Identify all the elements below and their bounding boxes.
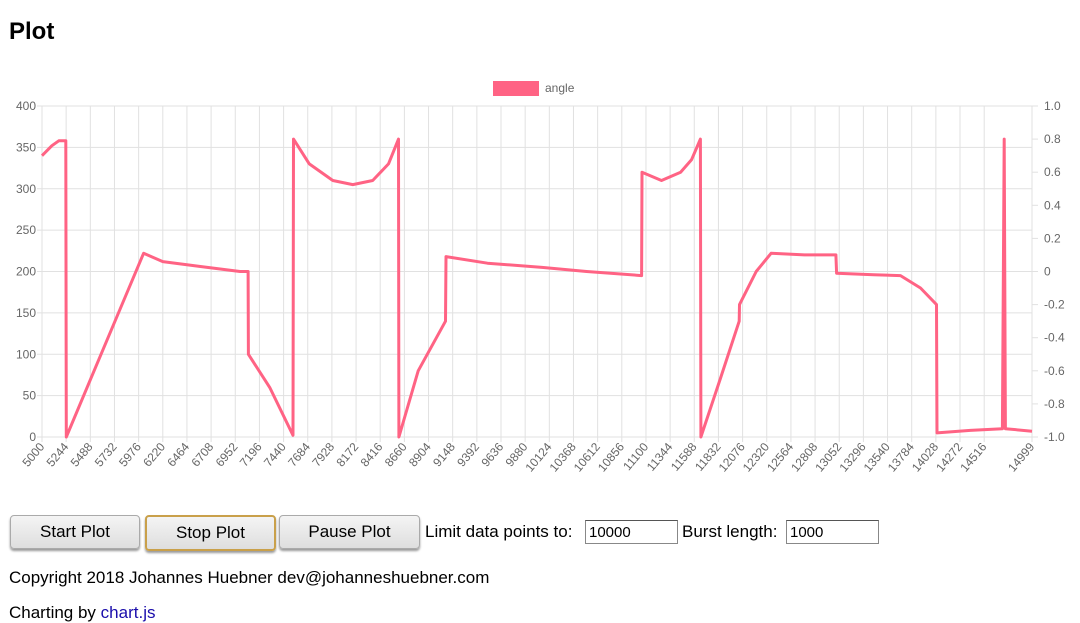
x-tick-label: 7684 xyxy=(285,440,313,470)
limit-input[interactable]: 10000 xyxy=(585,520,678,544)
x-tick-label: 11588 xyxy=(668,440,700,474)
burst-label: Burst length: xyxy=(682,522,778,541)
legend-swatch xyxy=(493,81,539,96)
y2-tick-label: -0.6 xyxy=(1044,364,1065,378)
x-tick-label: 6708 xyxy=(189,440,217,470)
y2-tick-label: 0.8 xyxy=(1044,132,1061,146)
y2-tick-label: -0.8 xyxy=(1044,397,1065,411)
chartjs-link[interactable]: chart.js xyxy=(100,603,156,622)
y-tick-label: 0 xyxy=(29,430,36,444)
y2-tick-label: 0.2 xyxy=(1044,231,1061,245)
x-tick-label: 5488 xyxy=(68,440,96,470)
x-tick-label: 6220 xyxy=(140,440,168,470)
burst-input[interactable]: 1000 xyxy=(786,520,879,544)
x-tick-label: 8416 xyxy=(358,440,386,470)
start-button[interactable]: Start Plot xyxy=(10,515,140,549)
y2-tick-label: 0 xyxy=(1044,265,1051,279)
y-tick-label: 150 xyxy=(16,306,36,320)
stop-button[interactable]: Stop Plot xyxy=(145,515,276,551)
pause-button[interactable]: Pause Plot xyxy=(279,515,420,549)
y2-tick-label: 1.0 xyxy=(1044,99,1061,113)
limit-label: Limit data points to: xyxy=(425,522,573,541)
x-tick-label: 10856 xyxy=(595,440,627,475)
x-tick-label: 5244 xyxy=(44,440,72,470)
page-title: Plot xyxy=(9,18,55,45)
y-tick-label: 100 xyxy=(16,347,36,361)
y2-tick-label: -1.0 xyxy=(1044,430,1065,444)
x-tick-label: 7196 xyxy=(237,440,265,470)
copyright: Copyright 2018 Johannes Huebner dev@joha… xyxy=(9,568,490,587)
x-tick-label: 6952 xyxy=(213,440,241,470)
y2-tick-label: 0.4 xyxy=(1044,198,1061,212)
y-tick-label: 50 xyxy=(23,389,37,403)
x-tick-label: 11344 xyxy=(644,440,676,474)
x-tick-label: 8660 xyxy=(382,440,410,470)
x-tick-label: 5976 xyxy=(116,440,144,470)
x-tick-label: 6464 xyxy=(164,440,192,470)
y-tick-label: 400 xyxy=(16,99,36,113)
x-tick-label: 9636 xyxy=(478,440,506,470)
x-tick-label: 7440 xyxy=(261,440,289,470)
x-tick-label: 7928 xyxy=(309,440,337,470)
credits: Charting by chart.js xyxy=(9,603,155,623)
x-tick-label: 14516 xyxy=(957,440,989,475)
x-tick-label: 8904 xyxy=(406,440,434,470)
credits-text: Charting by xyxy=(9,603,96,622)
y2-tick-label: -0.4 xyxy=(1044,331,1065,345)
chart: 0 50 100 150 200 250 300 350 400 -1.0 -0.8 -0.6 -0.4… xyxy=(16,81,1065,475)
legend-label: angle xyxy=(545,81,575,95)
y-tick-label: 250 xyxy=(16,223,36,237)
x-tick-label: 5732 xyxy=(92,440,120,470)
x-tick-label: 9148 xyxy=(430,440,458,470)
x-tick-label: 5000 xyxy=(19,440,47,470)
y-tick-label: 350 xyxy=(16,140,36,154)
x-tick-label: 8172 xyxy=(333,440,361,470)
series-line xyxy=(40,137,1033,439)
y-tick-label: 300 xyxy=(16,182,36,196)
y-tick-label: 200 xyxy=(16,265,36,279)
y2-tick-label: -0.2 xyxy=(1044,298,1065,312)
x-tick-label: 14999 xyxy=(1005,440,1037,475)
x-tick-label: 9392 xyxy=(454,440,482,470)
y2-tick-label: 0.6 xyxy=(1044,165,1061,179)
